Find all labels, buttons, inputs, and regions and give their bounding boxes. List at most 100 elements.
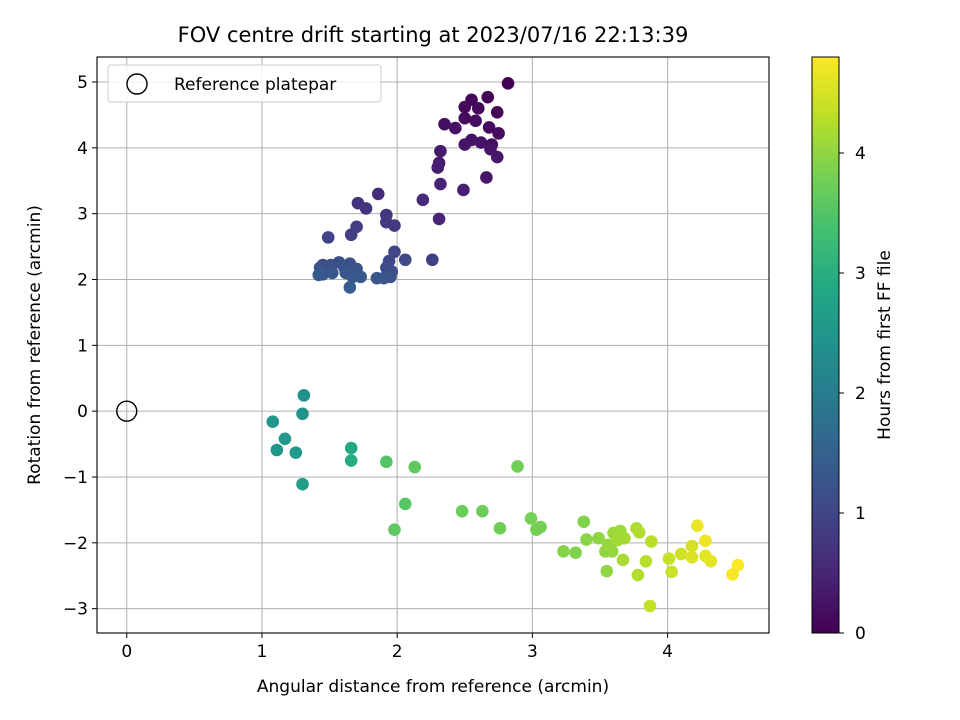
data-point: [639, 554, 653, 568]
data-point: [426, 253, 439, 267]
data-point: [434, 177, 447, 191]
colorbar-tick-label: 1: [855, 504, 866, 524]
data-point: [490, 105, 504, 119]
data-point: [325, 266, 339, 280]
data-point: [438, 117, 451, 131]
data-point: [457, 183, 470, 197]
data-point: [643, 599, 657, 613]
data-point: [618, 531, 631, 545]
data-point: [631, 568, 645, 582]
data-point: [312, 268, 326, 282]
data-point: [580, 533, 593, 546]
data-point: [645, 535, 658, 548]
y-tick-label: −1: [63, 468, 88, 488]
data-point: [557, 545, 570, 558]
data-point: [616, 553, 630, 567]
data-point: [476, 504, 489, 518]
y-tick-label: 3: [77, 205, 88, 225]
reference-marker-group: [116, 400, 138, 422]
legend: Reference platepar: [107, 64, 382, 103]
data-point: [278, 432, 292, 446]
x-tick-label: 4: [662, 642, 673, 662]
data-point: [632, 525, 646, 539]
data-point: [354, 270, 367, 284]
data-point: [398, 497, 412, 511]
data-point: [344, 228, 358, 242]
data-point: [296, 477, 309, 491]
data-point: [534, 520, 547, 534]
data-points: [266, 77, 745, 613]
data-point: [469, 114, 482, 128]
data-point: [388, 245, 401, 259]
data-point: [492, 127, 505, 140]
data-point: [674, 547, 688, 561]
data-point: [685, 539, 699, 553]
data-point: [577, 515, 591, 529]
data-point: [416, 193, 430, 207]
data-point: [398, 253, 412, 267]
x-tick-label: 0: [121, 642, 132, 662]
data-point: [343, 281, 357, 294]
y-tick-label: 1: [77, 336, 88, 356]
data-point: [691, 519, 704, 532]
data-point: [482, 121, 496, 134]
colorbar-tick-label: 2: [855, 384, 866, 404]
data-point: [270, 443, 284, 457]
data-point: [493, 522, 507, 535]
data-point: [455, 504, 469, 518]
data-point: [384, 270, 397, 284]
y-tick-label: −3: [63, 600, 88, 620]
data-point: [685, 550, 699, 564]
y-axis-ticks: −3 −2 −1 0 1 2 3 4 5: [63, 73, 97, 620]
data-point: [449, 121, 462, 135]
data-point: [408, 460, 422, 474]
colorbar-tick-label: 4: [855, 144, 866, 164]
x-tick-label: 3: [527, 642, 538, 662]
data-point: [458, 138, 472, 151]
data-point: [665, 565, 678, 579]
y-tick-label: 2: [77, 271, 88, 291]
data-point: [490, 150, 504, 164]
data-point: [569, 546, 582, 559]
y-axis-label: Rotation from reference (arcmin): [25, 205, 45, 485]
x-tick-label: 2: [392, 642, 403, 662]
data-point: [501, 77, 515, 90]
data-point: [524, 512, 538, 525]
data-point: [344, 441, 358, 455]
data-point: [458, 100, 472, 114]
colorbar: [811, 56, 840, 634]
colorbar-ticks: 0 1 2 3 4: [839, 144, 866, 644]
data-point: [296, 407, 309, 421]
colorbar-tick-label: 3: [855, 264, 866, 284]
y-tick-label: 5: [77, 73, 88, 93]
colorbar-tick-label: 0: [855, 624, 866, 644]
data-point: [662, 552, 676, 565]
data-point: [699, 534, 712, 548]
colorbar-label: Hours from first FF file: [875, 250, 895, 440]
chart-title: FOV centre drift starting at 2023/07/16 …: [178, 23, 689, 47]
y-tick-label: 0: [77, 402, 88, 422]
data-point: [592, 531, 605, 545]
data-point: [511, 460, 524, 473]
data-point: [731, 558, 745, 572]
data-point: [297, 389, 311, 402]
data-point: [289, 446, 303, 459]
legend-entry-label: Reference platepar: [174, 75, 336, 95]
data-point: [480, 171, 493, 184]
data-point: [432, 212, 446, 226]
data-point: [371, 187, 385, 201]
legend-box: [107, 64, 382, 103]
data-point: [601, 538, 615, 552]
data-point: [431, 161, 445, 174]
legend-marker-circle: [126, 73, 148, 95]
data-point: [434, 144, 447, 158]
data-point: [266, 415, 280, 428]
x-axis-ticks: 0 1 2 3 4: [121, 633, 673, 662]
data-point: [388, 219, 401, 232]
y-tick-label: −2: [63, 534, 88, 554]
reference-platepar-marker: [116, 400, 138, 422]
data-point: [471, 102, 485, 115]
y-tick-label: 4: [77, 139, 88, 159]
data-point: [481, 90, 495, 104]
